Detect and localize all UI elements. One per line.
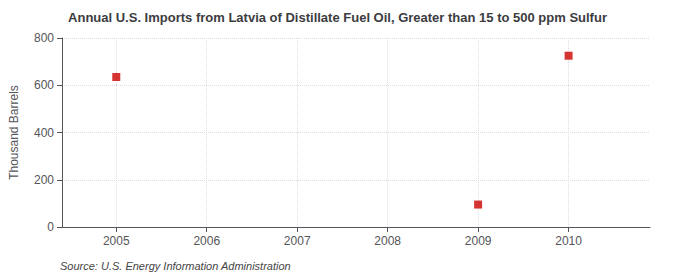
svg-text:2006: 2006: [193, 234, 220, 248]
svg-text:2008: 2008: [374, 234, 401, 248]
svg-text:2007: 2007: [284, 234, 311, 248]
svg-text:600: 600: [34, 78, 54, 92]
svg-text:400: 400: [34, 126, 54, 140]
svg-text:0: 0: [47, 220, 54, 234]
svg-text:2009: 2009: [465, 234, 492, 248]
svg-text:Source: U.S. Energy Informatio: Source: U.S. Energy Information Administ…: [60, 260, 291, 272]
svg-text:2005: 2005: [103, 234, 130, 248]
svg-text:Thousand Barrels: Thousand Barrels: [7, 85, 21, 180]
svg-text:Annual U.S. Imports from Latvi: Annual U.S. Imports from Latvia of Disti…: [68, 10, 607, 25]
svg-text:800: 800: [34, 31, 54, 45]
svg-text:2010: 2010: [555, 234, 582, 248]
svg-text:200: 200: [34, 173, 54, 187]
